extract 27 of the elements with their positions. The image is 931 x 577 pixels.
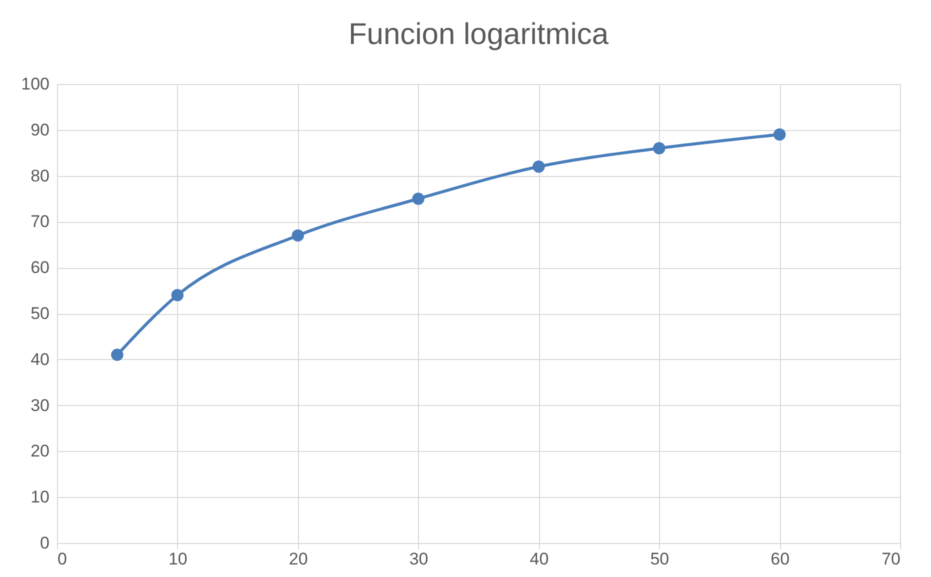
y-tick-label: 30 [30, 396, 50, 415]
x-tick-label: 20 [288, 550, 308, 568]
point [171, 289, 184, 302]
x-tick-label: 10 [168, 550, 188, 568]
x-tick-label: 60 [770, 550, 790, 568]
x-tick-label: 50 [650, 550, 670, 568]
x-tick-label: 0 [58, 550, 67, 568]
y-tick-label: 40 [30, 350, 50, 369]
x-tick-label: 30 [409, 550, 428, 568]
y-tick-label: 100 [21, 74, 50, 94]
y-tick-label: 80 [30, 166, 50, 186]
point [532, 160, 545, 173]
point [111, 348, 124, 361]
x-tick-label: 70 [882, 550, 900, 568]
y-tick-label: 50 [30, 304, 50, 323]
chart-title: Funcion logaritmica [348, 18, 609, 51]
y-tick-label: 70 [30, 212, 50, 232]
y-tick-label: 10 [30, 488, 50, 507]
x-tick-label: 40 [530, 550, 549, 568]
point [653, 142, 666, 154]
point [773, 128, 786, 141]
y-tick-label: 90 [30, 120, 50, 140]
y-tick-label: 20 [30, 442, 50, 461]
point [412, 192, 424, 205]
y-tick-label: 60 [30, 258, 50, 278]
y-tick-label: 0 [40, 534, 50, 552]
point [292, 229, 304, 242]
